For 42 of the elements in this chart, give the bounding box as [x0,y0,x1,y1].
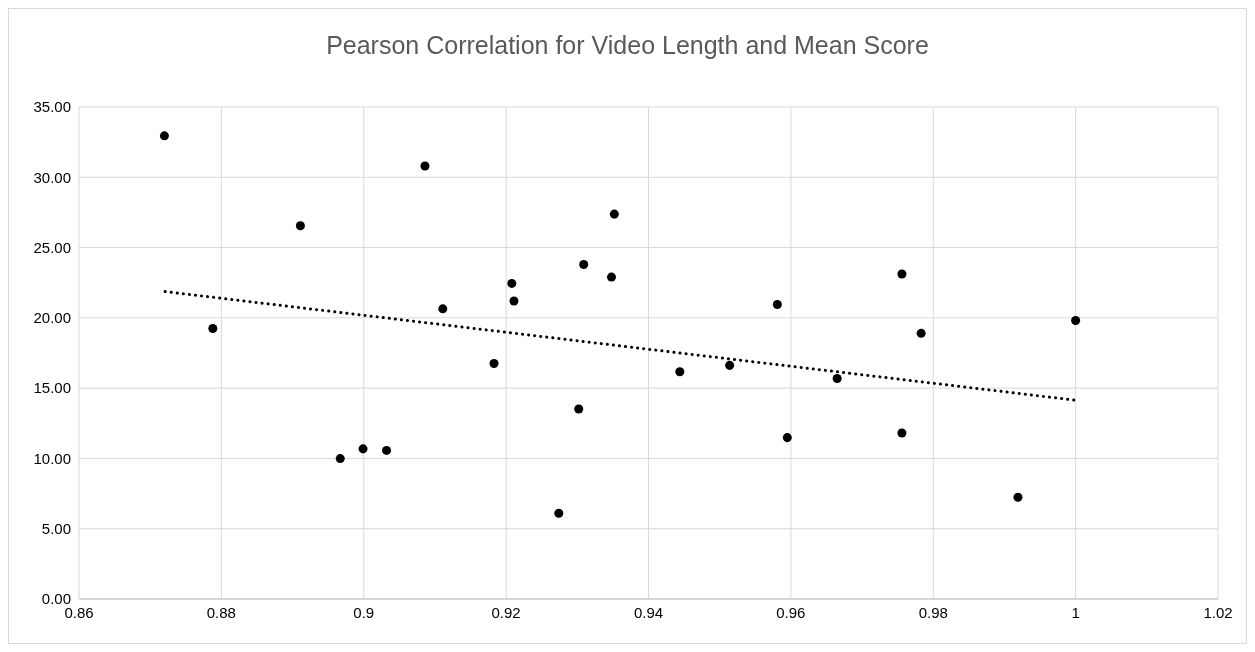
y-tick-label: 10.00 [33,449,71,467]
point [782,433,792,443]
point [606,272,616,282]
point [295,221,305,231]
point [420,161,430,171]
y-tick-label: 35.00 [33,98,71,116]
x-tick-label: 1.02 [1203,603,1233,621]
y-tick-label: 25.00 [33,238,71,256]
point [897,269,907,279]
x-tick-label: 0.88 [206,603,236,621]
x-tick-label: 0.9 [353,603,375,621]
point [208,324,218,334]
y-tick-label: 20.00 [33,309,71,327]
point [897,428,907,438]
point [159,131,169,141]
point [675,367,685,377]
point [1071,316,1081,326]
point [772,300,782,310]
point [335,454,345,464]
x-tick-label: 0.98 [918,603,948,621]
point [579,259,589,269]
point [489,359,499,369]
y-tick-label: 5.00 [41,520,71,538]
y-tick-label: 30.00 [33,168,71,186]
point [832,373,842,383]
point [507,278,517,288]
point [358,444,368,454]
x-tick-label: 0.92 [491,603,521,621]
x-tick-label: 0.94 [633,603,664,621]
point [725,360,735,370]
chart-title: Pearson Correlation for Video Length and Mean Score [325,30,930,59]
point [554,508,564,518]
point [1013,492,1023,502]
point [382,445,392,455]
point [609,209,619,219]
point [509,296,519,306]
point [438,304,448,314]
point [574,404,584,414]
x-tick-label: 0.96 [776,603,806,621]
y-tick-label: 15.00 [33,379,71,397]
point [916,328,926,338]
x-tick-label: 1 [1071,603,1080,621]
